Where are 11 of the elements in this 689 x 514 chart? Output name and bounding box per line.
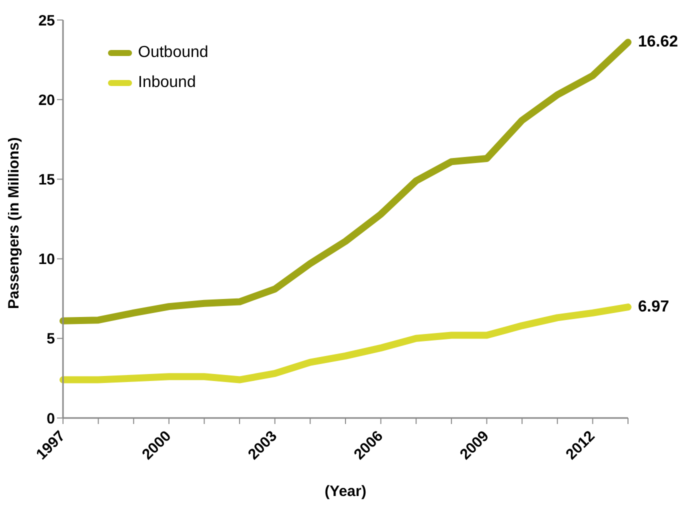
legend-label: Inbound (138, 74, 196, 92)
y-tick-label: 20 (38, 92, 55, 109)
text: 16.62 (638, 34, 678, 51)
y-tick-label: 25 (38, 12, 55, 30)
legend-label: Outbound (138, 44, 208, 62)
y-tick-label: 10 (38, 251, 55, 268)
y-tick-label: 5 (46, 330, 55, 348)
y-tick-label: 0 (46, 410, 55, 428)
data-label: 6.97 (638, 298, 670, 316)
x-axis-title: (Year) (324, 483, 366, 500)
y-tick-label: 15 (38, 172, 55, 189)
